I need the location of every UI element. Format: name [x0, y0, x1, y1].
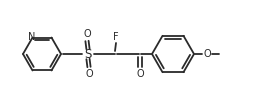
Text: N: N: [28, 32, 35, 42]
Text: O: O: [136, 69, 144, 79]
Text: O: O: [203, 49, 211, 59]
Text: O: O: [83, 29, 91, 39]
Text: F: F: [113, 32, 119, 42]
Text: O: O: [85, 69, 93, 79]
Text: S: S: [84, 47, 92, 61]
